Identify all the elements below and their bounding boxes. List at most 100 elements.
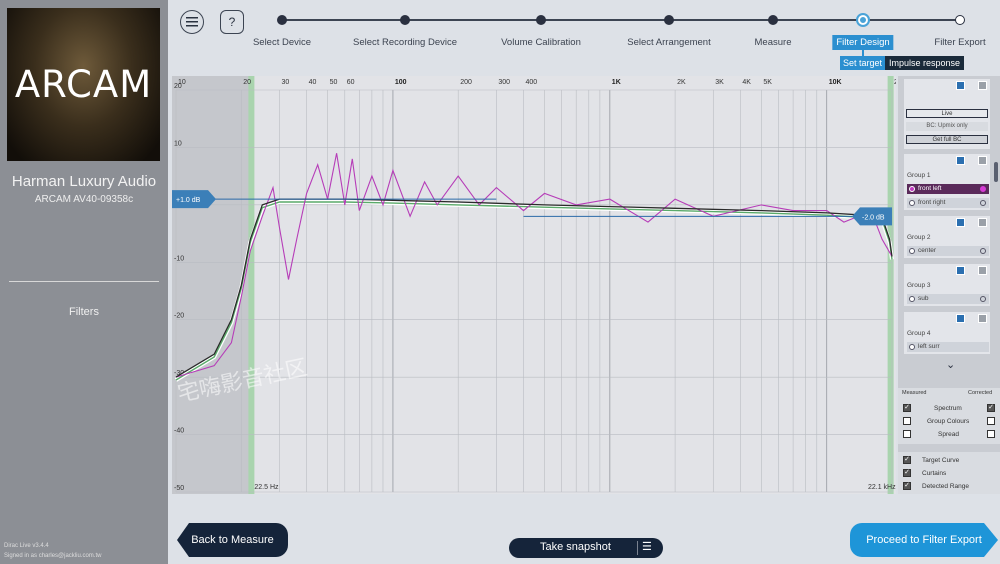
spectrum-corrected-checkbox[interactable]: ✓ [987, 404, 995, 412]
channel-label: center [918, 247, 937, 254]
step-dot-filter-design[interactable] [856, 13, 870, 27]
y-tick-label: -20 [174, 313, 184, 320]
x-tick-label: 300 [498, 79, 510, 86]
note-icon[interactable] [956, 81, 965, 90]
spread-corrected-checkbox[interactable] [987, 430, 995, 438]
eye-icon[interactable] [978, 81, 987, 90]
step-label-filter-export[interactable]: Filter Export [934, 37, 986, 48]
note-icon[interactable] [956, 156, 965, 165]
legend-row-spread: Spread [898, 428, 1000, 440]
step-label-select-recording-device[interactable]: Select Recording Device [352, 37, 458, 48]
menu-button[interactable] [180, 10, 204, 34]
group-name: Group 4 [907, 330, 931, 337]
eye-icon[interactable] [978, 156, 987, 165]
signed-in-label: Signed in as charles@jackliu.com.tw [4, 553, 102, 559]
frequency-response-chart[interactable]: 1020304050601002003004001K2K3K4K5K10K20K… [172, 76, 896, 494]
brand-logo: ARCAM [7, 8, 160, 161]
spread-measured-checkbox[interactable] [903, 430, 911, 438]
group-colours-measured-checkbox[interactable] [903, 417, 911, 425]
detected-range-checkbox[interactable]: ✓ [903, 482, 911, 490]
step-dot-select-recording-device[interactable] [400, 15, 410, 25]
back-to-measure-button[interactable]: Back to Measure [177, 523, 288, 557]
step-label-volume-calibration[interactable]: Volume Calibration [501, 37, 581, 48]
bass-control-box: Live BC: Upmix only Get full BC [904, 79, 990, 149]
logo-text: ARCAM [14, 63, 153, 106]
live-toggle[interactable]: Live [906, 109, 988, 118]
corrected-curve [175, 198, 893, 378]
low-handle [172, 190, 216, 209]
sidebar-divider [9, 281, 159, 282]
spectrum-measured-checkbox[interactable]: ✓ [903, 404, 911, 412]
channel-item[interactable]: front left [907, 184, 989, 194]
x-tick-label: 20K [894, 79, 896, 86]
eye-icon[interactable] [978, 314, 987, 323]
steps-track [282, 19, 960, 21]
x-tick-label: 60 [347, 79, 355, 86]
x-tick-label: 3K [715, 79, 724, 86]
proceed-to-filter-export-button[interactable]: Proceed to Filter Export [850, 523, 998, 557]
note-icon[interactable] [956, 314, 965, 323]
group-colours-corrected-checkbox[interactable] [987, 417, 995, 425]
channel-item[interactable]: left surr [907, 342, 989, 352]
step-dot-select-arrangement[interactable] [664, 15, 674, 25]
note-icon[interactable] [956, 266, 965, 275]
spectrum-legend: Measured Corrected ✓ Spectrum ✓ Group Co… [898, 388, 1000, 444]
x-tick-label: 40 [309, 79, 317, 86]
radio-icon [909, 344, 915, 350]
legend-label: Spread [938, 431, 959, 438]
channel-item[interactable]: sub [907, 294, 989, 304]
chevron-down-icon[interactable]: ⌄ [946, 359, 956, 371]
step-label-select-device[interactable]: Select Device [252, 37, 312, 48]
y-tick-label: 20 [174, 83, 182, 90]
visibility-dot-icon[interactable] [980, 200, 986, 206]
measured-curve [175, 153, 893, 378]
step-dot-filter-export[interactable] [955, 15, 965, 25]
panel-scrollbar[interactable] [994, 162, 998, 182]
legend-label: Spectrum [934, 405, 962, 412]
legend-row-spectrum: ✓ Spectrum ✓ [898, 402, 1000, 414]
visibility-dot-icon[interactable] [980, 186, 986, 192]
step-dot-select-device[interactable] [277, 15, 287, 25]
channel-label: sub [918, 295, 929, 302]
chart-canvas[interactable]: 1020304050601002003004001K2K3K4K5K10K20K… [172, 76, 896, 494]
tab-set-target[interactable]: Set target [840, 56, 886, 70]
step-label-select-arrangement[interactable]: Select Arrangement [627, 37, 711, 48]
tab-impulse-response[interactable]: Impulse response [885, 56, 965, 70]
measured-header: Measured [902, 390, 927, 396]
target-curve-checkbox[interactable]: ✓ [903, 456, 911, 464]
channel-label: front right [918, 199, 946, 206]
corrected-header: Corrected [968, 390, 993, 396]
legend-label: Group Colours [927, 418, 970, 425]
get-full-bc-button[interactable]: Get full BC [906, 135, 988, 144]
take-snapshot-button[interactable]: Take snapshot ☰ [509, 538, 663, 558]
low-handle-label: +1.0 dB [176, 197, 201, 204]
device-manufacturer: Harman Luxury Audio [11, 173, 157, 190]
visibility-dot-icon[interactable] [980, 296, 986, 302]
step-dot-volume-calibration[interactable] [536, 15, 546, 25]
snapshot-list-icon[interactable]: ☰ [642, 541, 652, 553]
toggle-curtains: ✓ Curtains [898, 467, 1000, 479]
channel-item[interactable]: front right [907, 198, 989, 208]
legend-row-group-colours: Group Colours [898, 415, 1000, 427]
channel-label: front left [918, 185, 942, 192]
eye-icon[interactable] [978, 218, 987, 227]
eye-icon[interactable] [978, 266, 987, 275]
curtains-checkbox[interactable]: ✓ [903, 469, 911, 477]
range-high-label: 22.1 kHz [868, 484, 896, 491]
help-button[interactable]: ? [220, 10, 244, 34]
x-tick-label: 2K [677, 79, 686, 86]
y-tick-label: -10 [174, 255, 184, 262]
step-label-measure[interactable]: Measure [754, 37, 792, 48]
channel-item[interactable]: center [907, 246, 989, 256]
snapshot-divider [637, 541, 638, 555]
device-model: ARCAM AV40-09358c [34, 194, 134, 205]
note-icon[interactable] [956, 218, 965, 227]
visibility-dot-icon[interactable] [980, 248, 986, 254]
y-tick-label: 10 [174, 140, 182, 147]
y-tick-label: -40 [174, 428, 184, 435]
filters-nav-item[interactable]: Filters [69, 306, 99, 318]
group-name: Group 2 [907, 234, 931, 241]
x-tick-label: 10K [829, 79, 842, 86]
step-dot-measure[interactable] [768, 15, 778, 25]
step-label-filter-design[interactable]: Filter Design [832, 35, 894, 50]
